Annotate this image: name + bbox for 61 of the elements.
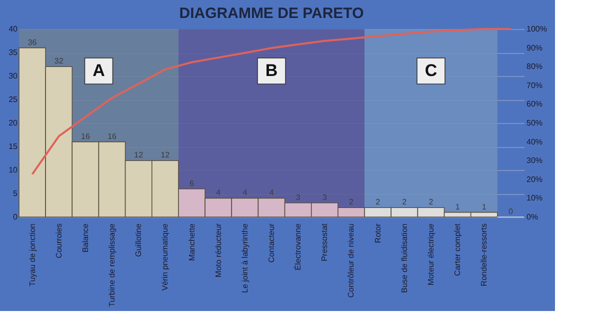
data-label: 2 (428, 198, 434, 207)
y2-tick-label: 80% (526, 62, 543, 72)
data-label: 4 (242, 188, 248, 198)
y-tick-label: 5 (13, 189, 18, 198)
y-tick-label: 10 (8, 166, 18, 174)
data-label: 2 (349, 198, 354, 207)
data-label: 0 (508, 207, 514, 216)
x-tick-label: Vérin pneumatique (160, 222, 170, 291)
x-tick-label: Le joint à labyrinthe (240, 222, 250, 293)
x-tick-label: Moteur électrique (426, 222, 436, 286)
y2-tick-label: 40% (526, 137, 543, 146)
data-label: 4 (216, 188, 222, 198)
y2-tick-label: 60% (526, 100, 543, 109)
x-tick-label: Buse de fluidisation (400, 224, 409, 293)
y2-tick-label: 90% (526, 43, 543, 52)
y-tick-label: 15 (8, 142, 18, 151)
data-label: 3 (322, 192, 328, 202)
x-tick-label: Moto réducteur (214, 223, 223, 278)
y2-tick-label: 50% (526, 118, 543, 128)
x-tick-label: Contrôleur de niveau (346, 224, 356, 298)
data-label: 2 (402, 198, 408, 207)
data-label: 16 (80, 132, 90, 141)
y-tick-label: 25 (8, 95, 18, 104)
band-label: B (265, 61, 278, 80)
y-tick-label: 20 (8, 118, 18, 128)
x-tick-label: Rondelle-ressorts (480, 224, 489, 286)
data-label: 1 (455, 202, 460, 212)
x-tick-label: Tuyau de jonction (28, 224, 37, 286)
data-label: 3 (296, 192, 301, 202)
data-label: 6 (190, 178, 195, 188)
x-tick-label: Guillotine (134, 222, 144, 257)
x-tick-label: Pressostat (320, 222, 330, 262)
data-label: 36 (28, 38, 38, 47)
y2-tick-label: 0% (526, 212, 538, 222)
x-tick-label: Électrovanne (294, 222, 303, 270)
data-label: 4 (269, 188, 274, 198)
data-label: 2 (376, 198, 381, 207)
band-label: C (424, 61, 438, 80)
data-label: 16 (108, 132, 118, 141)
y-tick-label: 30 (8, 72, 18, 80)
x-tick-label: Courroies (54, 224, 64, 258)
y-tick-label: 40 (8, 24, 18, 34)
x-tick-label: Carter complet (453, 222, 462, 276)
x-tick-label: Manchette (187, 222, 196, 261)
chart-title: DIAGRAMME DE PARETO (179, 5, 364, 22)
y-tick-label: 35 (8, 48, 18, 57)
data-label: 32 (54, 56, 64, 66)
y2-tick-label: 20% (526, 174, 543, 184)
y2-tick-label: 30% (526, 156, 543, 166)
y2-tick-label: 70% (526, 80, 543, 90)
y2-tick-label: 100% (526, 24, 547, 34)
band-label: A (92, 61, 105, 80)
x-tick-label: Rotor (373, 223, 382, 244)
data-label: 12 (134, 150, 144, 160)
x-tick-label: Turbine de remplissage (108, 222, 117, 307)
y-tick-label: 0 (13, 212, 18, 222)
y2-tick-label: 10% (526, 194, 543, 203)
x-tick-label: Contacteur (267, 223, 276, 263)
data-label: 1 (482, 202, 487, 212)
data-label: 12 (160, 150, 170, 160)
x-tick-label: Balance (80, 222, 90, 252)
